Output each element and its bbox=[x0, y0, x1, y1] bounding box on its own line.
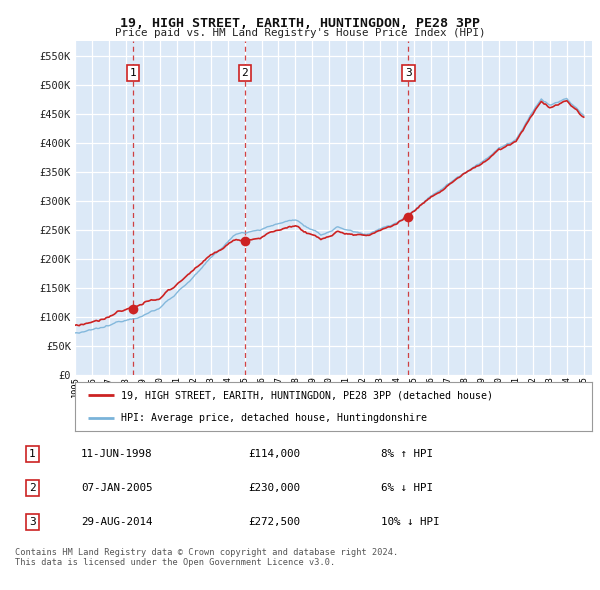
Text: 6% ↓ HPI: 6% ↓ HPI bbox=[380, 483, 433, 493]
Text: 8% ↑ HPI: 8% ↑ HPI bbox=[380, 449, 433, 459]
Text: 2: 2 bbox=[29, 483, 35, 493]
Text: 19, HIGH STREET, EARITH, HUNTINGDON, PE28 3PP: 19, HIGH STREET, EARITH, HUNTINGDON, PE2… bbox=[120, 17, 480, 30]
Text: 29-AUG-2014: 29-AUG-2014 bbox=[81, 517, 152, 527]
Text: 3: 3 bbox=[29, 517, 35, 527]
Text: Price paid vs. HM Land Registry's House Price Index (HPI): Price paid vs. HM Land Registry's House … bbox=[115, 28, 485, 38]
Text: 1: 1 bbox=[130, 68, 137, 78]
Text: Contains HM Land Registry data © Crown copyright and database right 2024.: Contains HM Land Registry data © Crown c… bbox=[15, 548, 398, 556]
Text: 3: 3 bbox=[405, 68, 412, 78]
Text: 10% ↓ HPI: 10% ↓ HPI bbox=[380, 517, 439, 527]
Text: 11-JUN-1998: 11-JUN-1998 bbox=[81, 449, 152, 459]
Text: This data is licensed under the Open Government Licence v3.0.: This data is licensed under the Open Gov… bbox=[15, 558, 335, 567]
Text: 1: 1 bbox=[29, 449, 35, 459]
Text: 07-JAN-2005: 07-JAN-2005 bbox=[81, 483, 152, 493]
Text: £114,000: £114,000 bbox=[248, 449, 300, 459]
Text: 19, HIGH STREET, EARITH, HUNTINGDON, PE28 3PP (detached house): 19, HIGH STREET, EARITH, HUNTINGDON, PE2… bbox=[121, 391, 493, 401]
Text: 2: 2 bbox=[242, 68, 248, 78]
Text: HPI: Average price, detached house, Huntingdonshire: HPI: Average price, detached house, Hunt… bbox=[121, 412, 427, 422]
Text: £272,500: £272,500 bbox=[248, 517, 300, 527]
Text: £230,000: £230,000 bbox=[248, 483, 300, 493]
